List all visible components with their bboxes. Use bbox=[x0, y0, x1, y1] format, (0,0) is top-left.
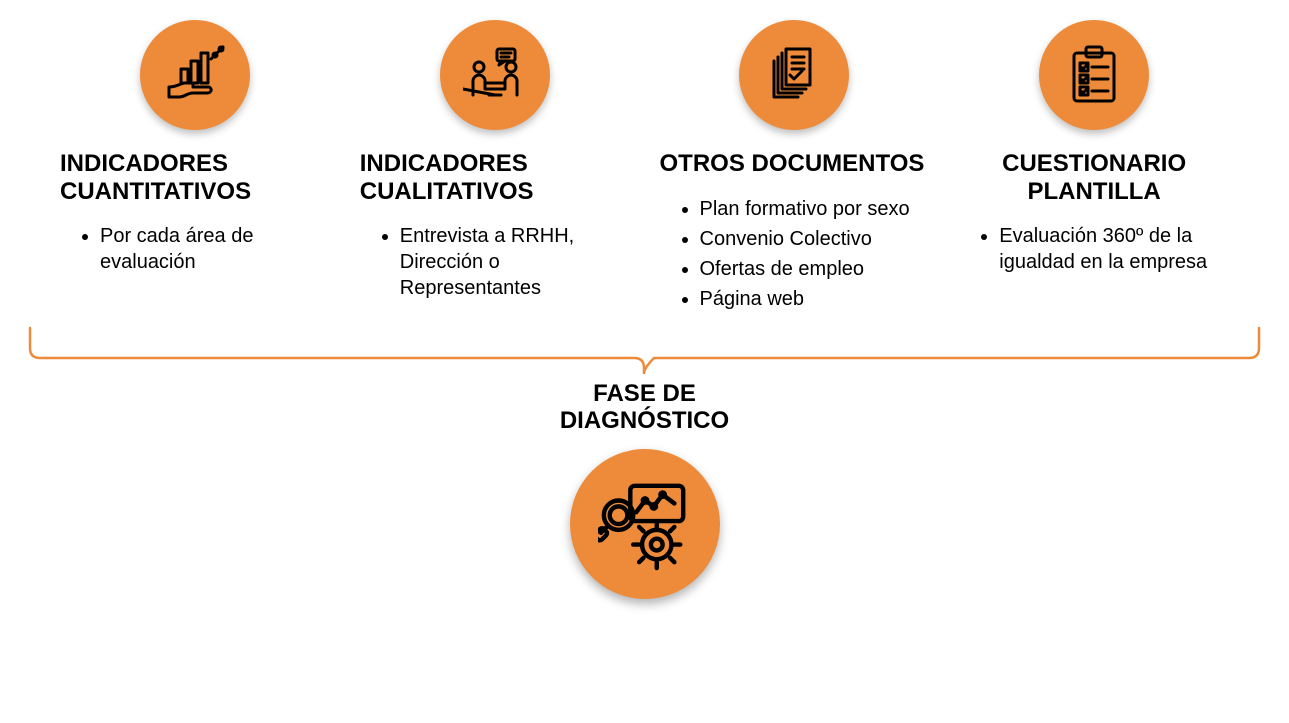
list-item: Plan formativo por sexo bbox=[700, 196, 910, 222]
column-list: Plan formativo por sexo Convenio Colecti… bbox=[660, 196, 910, 316]
column-cualitativos: INDICADORES CUALITATIVOS Entrevista a RR… bbox=[360, 20, 630, 316]
column-cuantitativos: INDICADORES CUANTITATIVOS Por cada área … bbox=[60, 20, 330, 316]
bottom-title: FASE DE DIAGNÓSTICO bbox=[560, 380, 729, 435]
title-line1: OTROS DOCUMENTOS bbox=[660, 150, 925, 177]
column-title: CUESTIONARIO PLANTILLA bbox=[1002, 150, 1186, 205]
list-item: Evaluación 360º de la igualdad en la emp… bbox=[999, 223, 1229, 275]
bottom-section: FASE DE DIAGNÓSTICO bbox=[0, 380, 1289, 599]
analysis-gear-icon bbox=[570, 449, 720, 599]
column-cuestionario: CUESTIONARIO PLANTILLA Evaluación 360º d… bbox=[959, 20, 1229, 316]
column-title: INDICADORES CUALITATIVOS bbox=[360, 150, 534, 205]
list-item: Página web bbox=[700, 286, 910, 312]
column-list: Entrevista a RRHH, Dirección o Represent… bbox=[360, 223, 630, 305]
checklist-icon bbox=[1039, 20, 1149, 130]
title-line2: PLANTILLA bbox=[1027, 178, 1160, 205]
column-otros-documentos: OTROS DOCUMENTOS Plan formativo por sexo… bbox=[660, 20, 930, 316]
list-item: Por cada área de evaluación bbox=[100, 223, 330, 275]
hand-bar-chart-icon bbox=[140, 20, 250, 130]
top-row: INDICADORES CUANTITATIVOS Por cada área … bbox=[0, 0, 1289, 316]
title-line2: CUANTITATIVOS bbox=[60, 178, 251, 205]
column-title: INDICADORES CUANTITATIVOS bbox=[60, 150, 251, 205]
bottom-title-line2: DIAGNÓSTICO bbox=[560, 407, 729, 434]
brace-connector bbox=[28, 326, 1261, 376]
title-line1: INDICADORES bbox=[60, 150, 228, 177]
list-item: Ofertas de empleo bbox=[700, 256, 910, 282]
list-item: Entrevista a RRHH, Dirección o Represent… bbox=[400, 223, 630, 301]
title-line1: CUESTIONARIO bbox=[1002, 150, 1186, 177]
bottom-title-line1: FASE DE bbox=[593, 380, 696, 407]
column-list: Por cada área de evaluación bbox=[60, 223, 330, 279]
title-line2: CUALITATIVOS bbox=[360, 178, 534, 205]
documents-icon bbox=[739, 20, 849, 130]
column-list: Evaluación 360º de la igualdad en la emp… bbox=[959, 223, 1229, 279]
list-item: Convenio Colectivo bbox=[700, 226, 910, 252]
title-line1: INDICADORES bbox=[360, 150, 528, 177]
column-title: OTROS DOCUMENTOS bbox=[660, 150, 925, 178]
interview-icon bbox=[440, 20, 550, 130]
